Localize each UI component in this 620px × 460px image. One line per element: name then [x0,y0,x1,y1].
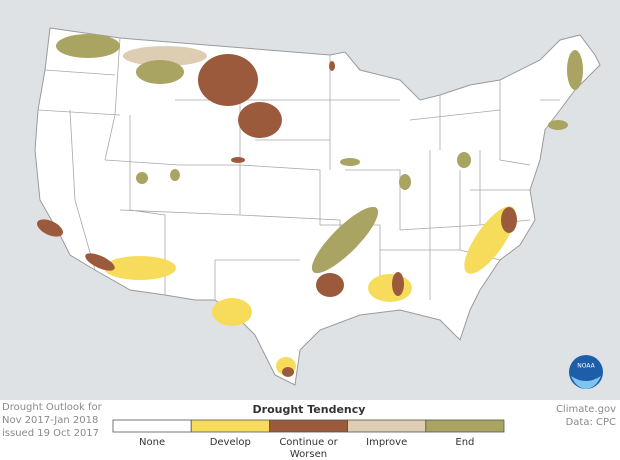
state-borders [37,37,561,300]
legend-label: Develop [210,437,251,448]
develop-area [212,298,252,326]
develop-area [368,274,412,302]
continue-area [329,61,335,71]
continue-area [316,273,344,297]
credit-line: Climate.gov [556,404,616,415]
end-area [340,158,360,166]
end-area [548,120,568,130]
continue-area [282,367,294,377]
continue-area [392,272,404,296]
end-area [311,206,379,274]
credits: Climate.gov Data: CPC [556,404,616,428]
us-outline [34,27,601,386]
caption-line: issued 19 Oct 2017 [2,428,99,439]
continue-area [198,54,258,106]
caption-line: Drought Outlook for [2,402,103,413]
continue-area [501,207,517,233]
legend-label: Continue or [279,437,338,448]
legend-label: Improve [366,437,407,448]
drought-areas [36,34,583,377]
end-area [399,174,411,190]
legend-swatch [190,419,270,433]
end-area [170,169,180,181]
legend-label: None [139,437,165,448]
legend-swatch [347,419,427,433]
end-area [56,34,120,58]
continue-area [238,102,282,138]
end-area [457,152,471,168]
us-map [34,27,601,386]
logo-text: NOAA [577,363,595,370]
continue-area [231,157,245,163]
develop-area [104,256,176,280]
continue-area [85,253,115,271]
improve-area [123,46,207,66]
caption: Drought Outlook for Nov 2017-Jan 2018 issu… [2,402,103,439]
logo-wave [571,376,601,389]
legend-swatch [268,419,348,433]
caption-line: Nov 2017-Jan 2018 [2,415,98,426]
end-area [567,50,583,90]
legend-title: Drought Tendency [253,403,366,416]
legend-label: Worsen [290,449,327,460]
noaa-logo: NOAA [569,355,603,389]
legend-swatch [425,419,505,433]
end-area [136,60,184,84]
legend-label: End [455,437,474,448]
legend-swatch [112,419,192,433]
continue-area [36,219,64,237]
end-area [136,172,148,184]
credit-line: Data: CPC [566,417,616,428]
